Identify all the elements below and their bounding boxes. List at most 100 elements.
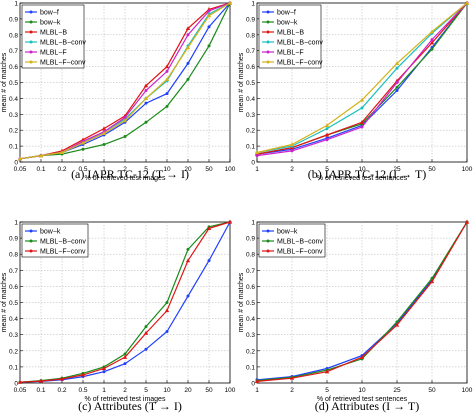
legend-label: MLBL−B−conv	[40, 40, 86, 47]
data-point	[165, 301, 169, 304]
legend-marker	[266, 249, 270, 253]
legend-marker	[29, 60, 33, 64]
data-point	[102, 370, 106, 374]
data-point	[144, 101, 148, 105]
x-tick-label: 1	[102, 166, 106, 173]
x-tick-label: 50	[428, 166, 436, 173]
data-point	[395, 88, 399, 92]
y-tick-label: 0.3	[9, 332, 18, 339]
data-point	[143, 330, 149, 335]
legend-marker	[29, 20, 33, 24]
legend-marker	[29, 249, 33, 253]
data-point	[430, 276, 434, 280]
legend-marker	[266, 40, 270, 44]
y-tick-label: 1	[251, 220, 255, 227]
data-point	[123, 362, 127, 366]
data-point	[144, 120, 148, 124]
y-tick-label: 1	[14, 220, 18, 227]
y-tick-label: 0.9	[246, 236, 255, 243]
data-point	[101, 366, 107, 371]
data-point	[186, 77, 190, 81]
data-point	[207, 259, 211, 263]
data-point	[144, 325, 148, 329]
y-tick-label: 0.7	[246, 268, 255, 275]
y-tick-label: 0.6	[246, 284, 255, 291]
x-tick-label: 25	[393, 387, 401, 394]
y-tick-label: 0	[14, 160, 18, 167]
data-point	[186, 294, 190, 298]
data-point	[395, 320, 399, 324]
panel-caption: (a) IAPR TC-12 (T → I)	[71, 167, 189, 181]
data-point	[395, 81, 399, 84]
legend-marker	[266, 50, 270, 54]
data-point	[144, 88, 148, 92]
legend-marker	[29, 50, 33, 54]
y-tick-label: 0.6	[9, 64, 18, 71]
data-point	[123, 352, 127, 356]
x-tick-label: 100	[225, 166, 236, 173]
x-tick-label: 10	[358, 166, 366, 173]
x-tick-label: 1	[255, 387, 259, 394]
chart-panel-d: 00.10.20.30.40.50.60.70.80.911 2 5 10 25 50 10…	[238, 220, 473, 414]
y-tick-label: 0.9	[9, 16, 18, 23]
x-tick-label: 50	[428, 387, 436, 394]
data-point	[359, 120, 365, 124]
x-axis-label: % of retrieved test images	[85, 396, 166, 403]
x-tick-label: 5	[325, 166, 329, 173]
y-tick-label: 0	[251, 160, 255, 167]
y-tick-label: 0.2	[246, 128, 255, 135]
x-tick-label: 25	[393, 166, 401, 173]
data-point	[17, 156, 23, 161]
y-tick-label: 0.7	[9, 268, 18, 275]
y-tick-label: 0	[251, 381, 255, 388]
x-tick-label: 100	[462, 387, 473, 394]
x-tick-label: 0.5	[78, 387, 87, 394]
y-tick-label: 0.3	[246, 332, 255, 339]
legend-marker	[266, 229, 270, 233]
data-point	[359, 97, 365, 102]
y-tick-label: 0.3	[9, 112, 18, 119]
y-tick-label: 0.2	[246, 348, 255, 355]
data-point	[207, 25, 211, 29]
x-tick-label: 5	[144, 387, 148, 394]
legend-label: MLBL−F−conv	[40, 249, 86, 256]
panel-caption: (b) IAPR TC-12 (I → T)	[308, 167, 427, 181]
y-tick-label: 0.1	[9, 144, 18, 151]
legend-label: MLBL−B−conv	[277, 239, 323, 246]
x-tick-label: 0.5	[78, 166, 87, 173]
x-tick-label: 1	[102, 387, 106, 394]
y-tick-label: 0.6	[9, 284, 18, 291]
legend-label: MLBL−B−conv	[277, 40, 323, 47]
data-point	[143, 96, 149, 100]
x-tick-label: 2	[123, 166, 127, 173]
legend-label: MLBL−F	[40, 50, 67, 57]
x-tick-label: 10	[163, 387, 171, 394]
y-tick-label: 0.3	[246, 112, 255, 119]
y-tick-label: 0.4	[9, 96, 18, 103]
data-point	[429, 279, 435, 284]
legend-label: MLBL−F−conv	[277, 249, 323, 256]
x-tick-label: 0.2	[57, 166, 66, 173]
x-tick-label: 0.05	[14, 166, 27, 173]
x-tick-label: 10	[358, 387, 366, 394]
y-tick-label: 0.4	[246, 316, 255, 323]
legend-marker	[29, 229, 33, 233]
x-tick-label: 20	[184, 387, 192, 394]
legend-label: MLBL−F−conv	[277, 60, 323, 67]
legend-label: bow−k	[40, 20, 61, 27]
data-point	[122, 355, 128, 359]
data-point	[186, 247, 190, 251]
data-point	[254, 150, 260, 155]
legend-marker	[29, 10, 33, 14]
data-point	[429, 29, 435, 34]
data-point	[360, 125, 364, 129]
y-tick-label: 0.9	[246, 16, 255, 23]
legend-box	[21, 4, 85, 69]
x-tick-label: 50	[205, 166, 213, 173]
data-point	[395, 66, 399, 70]
data-point	[359, 355, 365, 359]
data-point	[102, 143, 106, 147]
data-point	[360, 106, 364, 110]
data-point	[289, 375, 295, 380]
